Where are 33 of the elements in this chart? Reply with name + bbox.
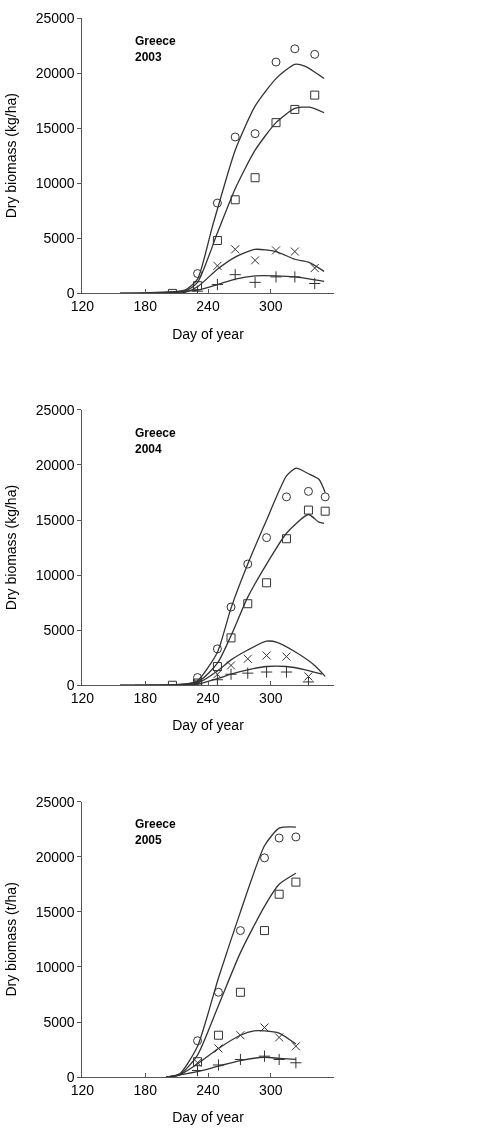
y-tick-label: 15000 [35,511,75,528]
x-tick-label: 300 [259,298,283,315]
y-tick-label: 25000 [35,401,75,418]
y-axis-title: Dry biomass (kg/ha) [3,484,20,611]
x-tick-label: 240 [196,690,220,707]
y-tick-label: 5000 [43,230,75,247]
y-tick-label: 20000 [35,64,75,81]
x-tick-label: 240 [196,298,220,315]
y-tick-label: 20000 [35,456,75,473]
y-tick-label: 10000 [35,566,75,583]
y-tick-label: 5000 [43,622,75,639]
y-tick-label: 15000 [35,120,75,137]
y-tick-label: 15000 [35,903,75,920]
x-tick-label: 300 [259,1081,283,1098]
y-tick-label: 25000 [35,793,75,810]
annotation: Greece 2004 [135,426,177,456]
y-axis-title: Dry biomass (kg/ha) [3,93,20,219]
x-axis-title: Day of year [172,717,245,734]
x-axis-title: Day of year [172,1109,245,1126]
x-tick-label: 180 [133,1081,158,1098]
y-tick-label: 10000 [35,958,75,975]
y-tick-label: 20000 [35,848,75,865]
x-tick-label: 300 [259,690,283,707]
y-tick-label: 25000 [35,9,75,26]
annotation: Greece 2003 [135,34,177,64]
y-tick-label: 5000 [43,1013,75,1030]
x-axis-title: Day of year [172,325,245,342]
y-axis-title: Dry biomass (t/ha) [3,882,20,997]
x-tick-label: 240 [196,1081,220,1098]
annotation: Greece 2005 [135,817,177,847]
x-tick-label: 180 [133,298,158,315]
y-tick-label: 10000 [35,175,75,192]
x-tick-label: 180 [133,690,158,707]
